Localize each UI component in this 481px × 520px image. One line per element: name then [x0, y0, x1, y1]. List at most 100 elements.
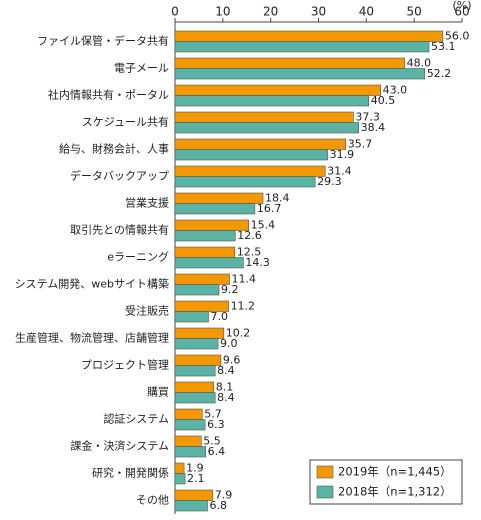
legend-label: 2018年（n=1,312） [338, 485, 452, 499]
bar [174, 435, 202, 447]
y-tick-label: 課金・決済システム [70, 439, 169, 453]
x-tick-label: 20 [263, 5, 278, 19]
value-label: 6.4 [208, 445, 226, 458]
bar [174, 392, 216, 404]
value-label: 11.4 [232, 272, 257, 285]
bar [174, 246, 236, 258]
bar [174, 230, 236, 242]
bar [174, 257, 244, 269]
value-label: 9.6 [223, 353, 241, 366]
value-label: 56.0 [445, 29, 470, 42]
value-label: 12.6 [237, 229, 262, 242]
x-tick-label: 60 [454, 5, 469, 19]
legend-swatch [316, 485, 334, 499]
x-tick-label: 10 [215, 5, 230, 19]
value-label: 1.9 [186, 461, 204, 474]
y-tick-label: その他 [136, 494, 169, 507]
y-tick-label: 取引先との情報共有 [70, 223, 169, 237]
bar [174, 138, 347, 150]
value-label: 31.4 [327, 164, 352, 177]
x-tick-label: 0 [171, 5, 179, 19]
legend-label: 2019年（n=1,445） [338, 465, 452, 479]
value-label: 29.3 [317, 175, 342, 188]
value-label: 9.2 [221, 283, 239, 296]
bar [174, 41, 430, 53]
bar [174, 446, 206, 458]
y-tick-label: 社内情報共有・ポータル [48, 88, 169, 102]
bar [174, 284, 220, 296]
value-label: 7.0 [210, 310, 228, 323]
y-tick-label: 研究・開発関係 [92, 466, 169, 480]
value-label: 5.7 [204, 407, 222, 420]
value-label: 48.0 [407, 56, 432, 69]
value-label: 52.2 [427, 67, 452, 80]
value-label: 31.9 [330, 148, 355, 161]
value-label: 40.5 [371, 94, 396, 107]
value-label: 15.4 [251, 218, 276, 231]
y-tick-label: 電子メール [114, 62, 169, 75]
value-label: 5.5 [203, 434, 221, 447]
bar [174, 365, 216, 377]
y-tick-label: スケジュール共有 [82, 115, 169, 129]
legend-box [309, 459, 463, 505]
bar [174, 30, 444, 42]
bar [174, 489, 214, 501]
y-tick-label: 購買 [147, 385, 169, 399]
unit-label: (%) [452, 0, 471, 12]
value-label: 12.5 [237, 245, 262, 258]
value-label: 11.2 [231, 299, 256, 312]
bar [174, 111, 354, 123]
value-label: 14.3 [245, 256, 270, 269]
value-label: 37.3 [355, 110, 380, 123]
y-tick-label: 営業支援 [125, 196, 169, 210]
value-label: 6.8 [210, 499, 228, 512]
bar [174, 165, 326, 177]
bar [174, 176, 316, 188]
value-label: 38.4 [361, 121, 386, 134]
bar [174, 68, 425, 80]
y-tick-label: eラーニング [107, 250, 169, 264]
bar [174, 95, 370, 107]
value-label: 18.4 [265, 191, 290, 204]
bar [174, 500, 208, 512]
y-tick-label: 受注販売 [125, 304, 169, 318]
value-label: 53.1 [431, 40, 456, 53]
bar [174, 122, 359, 134]
value-label: 2.1 [187, 472, 205, 485]
y-tick-label: 認証システム [103, 412, 169, 426]
bar [174, 149, 328, 161]
y-tick-label: 生産管理、物流管理、店舗管理 [15, 331, 169, 345]
x-tick-label: 50 [407, 5, 422, 19]
y-tick-label: 給与、財務会計、人事 [59, 142, 169, 156]
bar [174, 311, 209, 323]
bar [174, 381, 215, 393]
value-label: 35.7 [348, 137, 373, 150]
x-tick-label: 30 [311, 5, 326, 19]
y-tick-label: データバックアップ [70, 169, 169, 183]
value-label: 8.4 [217, 364, 235, 377]
legend-swatch [316, 465, 334, 479]
value-label: 8.4 [217, 391, 235, 404]
value-label: 43.0 [383, 83, 408, 96]
x-tick-label: 40 [359, 5, 374, 19]
bar [174, 354, 222, 366]
bar [174, 192, 264, 204]
bar [174, 473, 186, 485]
value-label: 8.1 [216, 380, 234, 393]
bar [174, 84, 381, 96]
y-tick-label: ファイル保管・データ共有 [37, 34, 169, 48]
bar [174, 462, 185, 474]
bar [174, 408, 203, 420]
value-label: 6.3 [207, 418, 225, 431]
value-label: 9.0 [220, 337, 238, 350]
value-label: 10.2 [226, 326, 251, 339]
bar [174, 419, 206, 431]
value-label: 7.9 [215, 488, 233, 501]
bar [174, 203, 256, 215]
bar [174, 327, 225, 339]
bar [174, 338, 219, 350]
y-tick-label: プロジェクト管理 [81, 358, 169, 372]
bar [174, 57, 405, 69]
y-tick-label: システム開発、webサイト構築 [15, 277, 169, 291]
